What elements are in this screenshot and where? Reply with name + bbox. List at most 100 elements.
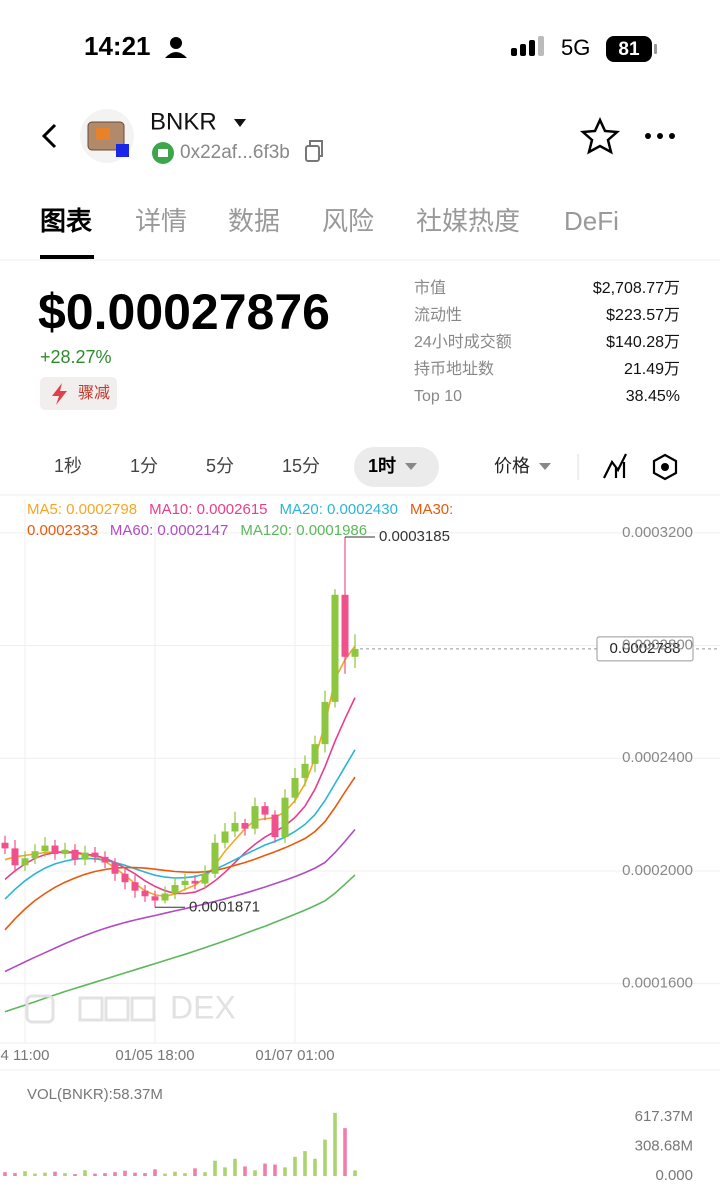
candle-body	[271, 814, 279, 838]
stat-value: 21.49万	[624, 361, 680, 378]
volume-bar	[3, 1172, 7, 1176]
candle-body	[211, 842, 219, 874]
y-tick-label: 0.000	[655, 1167, 693, 1184]
y-tick-label: 0.0002400	[622, 749, 693, 766]
volume-bar	[293, 1156, 297, 1176]
stat-value: $223.57万	[606, 307, 680, 324]
volume-bar	[273, 1164, 277, 1176]
candle-body	[1, 842, 9, 849]
volume-bar	[253, 1170, 257, 1176]
interval[interactable]: 15分	[282, 456, 320, 476]
legend-entry: MA5: 0.0002798	[27, 501, 138, 518]
volume-bar	[223, 1167, 227, 1176]
interval[interactable]: 1分	[130, 456, 158, 476]
verified-icon	[152, 142, 174, 164]
interval-dropdown[interactable]	[405, 463, 417, 470]
status-time: 14:21	[84, 31, 151, 61]
settings-button[interactable]	[652, 453, 678, 481]
volume-bar	[203, 1172, 207, 1176]
y-tick-label: 0.0001600	[622, 975, 693, 992]
more-button[interactable]	[645, 133, 675, 139]
volume-bar	[33, 1173, 37, 1176]
tab[interactable]: 社媒热度	[416, 206, 520, 236]
copy-icon[interactable]	[305, 140, 323, 162]
volume-bar	[73, 1174, 77, 1176]
volume-bar	[283, 1167, 287, 1176]
candle-body	[341, 594, 349, 657]
candle-body	[291, 777, 299, 798]
interval[interactable]: 1时	[368, 456, 396, 476]
candle-body	[331, 594, 339, 702]
ma-legend: MA5: 0.0002798 MA10: 0.0002615 MA20: 0.000…	[27, 499, 527, 541]
candle-body	[181, 880, 189, 886]
candle-body	[11, 848, 19, 866]
volume-bar	[193, 1168, 197, 1176]
candle-body	[111, 862, 119, 874]
candle-body	[51, 845, 59, 855]
tag-badge	[40, 377, 117, 410]
volume-bar	[343, 1128, 347, 1176]
volume-bar	[243, 1166, 247, 1176]
tab[interactable]: 数据	[228, 206, 280, 236]
y-tick-label: 0.0003200	[622, 524, 693, 541]
y-tick-label: 308.68M	[635, 1137, 693, 1154]
tab[interactable]: 风险	[322, 206, 374, 236]
y-tick-label: 0.0002000	[622, 862, 693, 879]
price-mode-dropdown[interactable]	[539, 463, 551, 470]
volume-bar	[63, 1173, 67, 1176]
ma-line	[4, 749, 356, 900]
extreme-label: 0.0003185	[379, 528, 450, 545]
volume-bar	[313, 1158, 317, 1176]
candle-body	[31, 851, 39, 859]
volume-bar	[53, 1171, 57, 1176]
back-button[interactable]	[41, 123, 57, 149]
volume-bar	[123, 1170, 127, 1176]
volume-bar	[133, 1172, 137, 1176]
token-address: 0x22af...6f3b	[180, 142, 290, 163]
legend-entry: MA60: 0.0002147	[109, 522, 229, 539]
interval[interactable]: 5分	[206, 456, 234, 476]
token-name[interactable]: BNKR	[150, 108, 217, 135]
interval[interactable]: 1秒	[54, 456, 82, 476]
volume-bar	[23, 1171, 27, 1176]
ma-line	[4, 697, 356, 895]
tag-label: 骤减	[78, 384, 110, 402]
watermark: DEX	[170, 989, 236, 1025]
ma-line	[4, 874, 356, 1013]
stat-value: $2,708.77万	[593, 280, 680, 297]
interval-selected-bg[interactable]	[354, 447, 439, 487]
candle-body	[281, 797, 289, 838]
candle-body	[221, 831, 229, 843]
ma-line	[4, 828, 356, 973]
candle-body	[321, 701, 329, 745]
tab[interactable]: 图表	[40, 206, 93, 236]
tab[interactable]: DeFi	[564, 206, 619, 236]
candle-body	[251, 806, 259, 829]
candle-body	[41, 845, 49, 852]
plot-layer: 0.0002788 0.0003185 0.0001871	[0, 499, 720, 1176]
candle-body	[171, 885, 179, 894]
volume-title: VOL(BNKR):58.37M	[27, 1086, 163, 1103]
battery	[606, 36, 652, 62]
indicator-button[interactable]	[603, 453, 627, 479]
candle-body	[81, 852, 89, 860]
candle-body	[301, 763, 309, 778]
stat-value: $140.28万	[606, 334, 680, 351]
volume-bar	[13, 1173, 17, 1176]
stat-label: 市值	[414, 279, 446, 297]
volume-bar	[333, 1112, 337, 1176]
token-avatar	[80, 109, 134, 163]
token-dropdown[interactable]	[234, 119, 246, 127]
person-icon	[165, 37, 187, 58]
favorite-button[interactable]	[579, 116, 621, 155]
candle-body	[71, 849, 79, 860]
volume-bar	[43, 1172, 47, 1176]
candle-body	[191, 880, 199, 884]
y-tick-label: 0.0002800	[622, 636, 693, 653]
current-price-box	[596, 636, 694, 662]
tab[interactable]: 详情	[135, 206, 187, 236]
x-tick-label: 4 11:00	[1, 1047, 50, 1064]
price-mode[interactable]: 价格	[494, 456, 530, 476]
